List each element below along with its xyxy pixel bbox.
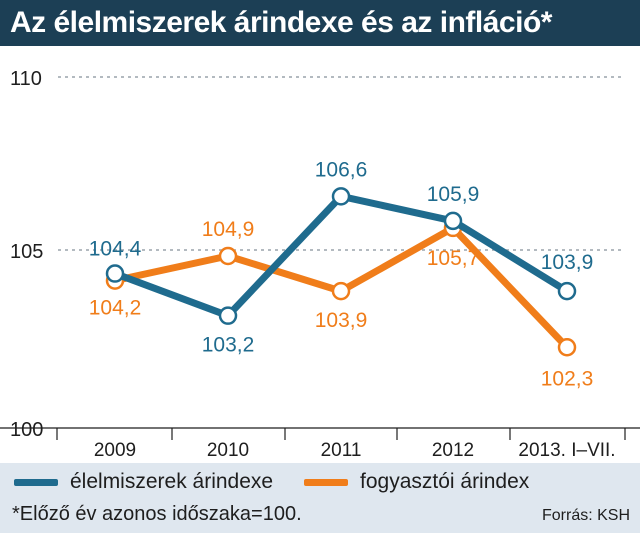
- data-label: 104,4: [89, 238, 142, 261]
- data-label: 103,2: [202, 334, 255, 357]
- data-point: [331, 187, 351, 206]
- data-point: [218, 306, 238, 325]
- data-label: 105,9: [427, 183, 480, 206]
- series-layer: 104,4 103,2 106,6 105,9 103,9 104,2 104,9 103,9…: [89, 158, 594, 390]
- line-chart: 110 105 100 2009 2010 2011 2012 2013. I–VII.…: [0, 46, 640, 463]
- data-label: 103,9: [315, 309, 368, 332]
- grid-and-axes: 110 105 100: [0, 68, 640, 441]
- data-label: 104,9: [202, 218, 255, 241]
- y-tick-label: 105: [10, 241, 43, 263]
- legend-swatch-cpi: [304, 478, 348, 486]
- x-tick-label: 2011: [321, 440, 362, 461]
- legend-item-cpi: fogyasztói árindex: [304, 470, 529, 494]
- data-point: [443, 211, 463, 231]
- legend-swatch-food: [14, 478, 58, 486]
- footnote: *Előző év azonos időszaka=100.: [12, 503, 302, 525]
- y-tick-label: 100: [10, 419, 43, 441]
- chart-title: Az élelmiszerek árindexe és az infláció*: [0, 0, 640, 46]
- data-point: [105, 264, 125, 283]
- data-label: 103,9: [541, 251, 594, 274]
- data-point: [218, 246, 238, 266]
- data-label: 106,6: [315, 158, 368, 181]
- x-tick-label: 2013. I–VII.: [518, 440, 615, 461]
- data-point: [557, 338, 577, 357]
- data-point: [331, 281, 351, 301]
- plot-background: [0, 46, 640, 463]
- data-label: 104,2: [89, 297, 142, 320]
- x-tick-label: 2010: [207, 440, 249, 461]
- legend-item-food: élelmiszerek árindexe: [14, 470, 273, 494]
- x-tick-label: 2012: [432, 440, 474, 461]
- series-food-price-index: [105, 187, 577, 325]
- data-label: 105,7: [427, 247, 480, 270]
- legend-label-cpi: fogyasztói árindex: [360, 470, 530, 493]
- x-axis-labels: 2009 2010 2011 2012 2013. I–VII.: [56, 428, 626, 461]
- x-tick-label: 2009: [94, 440, 136, 461]
- legend-label-food: élelmiszerek árindexe: [70, 470, 274, 493]
- legend: élelmiszerek árindexe fogyasztói árindex: [0, 463, 640, 499]
- y-tick-label: 110: [10, 68, 42, 90]
- source-label: Forrás: KSH: [541, 507, 630, 524]
- data-point: [557, 281, 577, 301]
- data-label: 102,3: [541, 367, 594, 390]
